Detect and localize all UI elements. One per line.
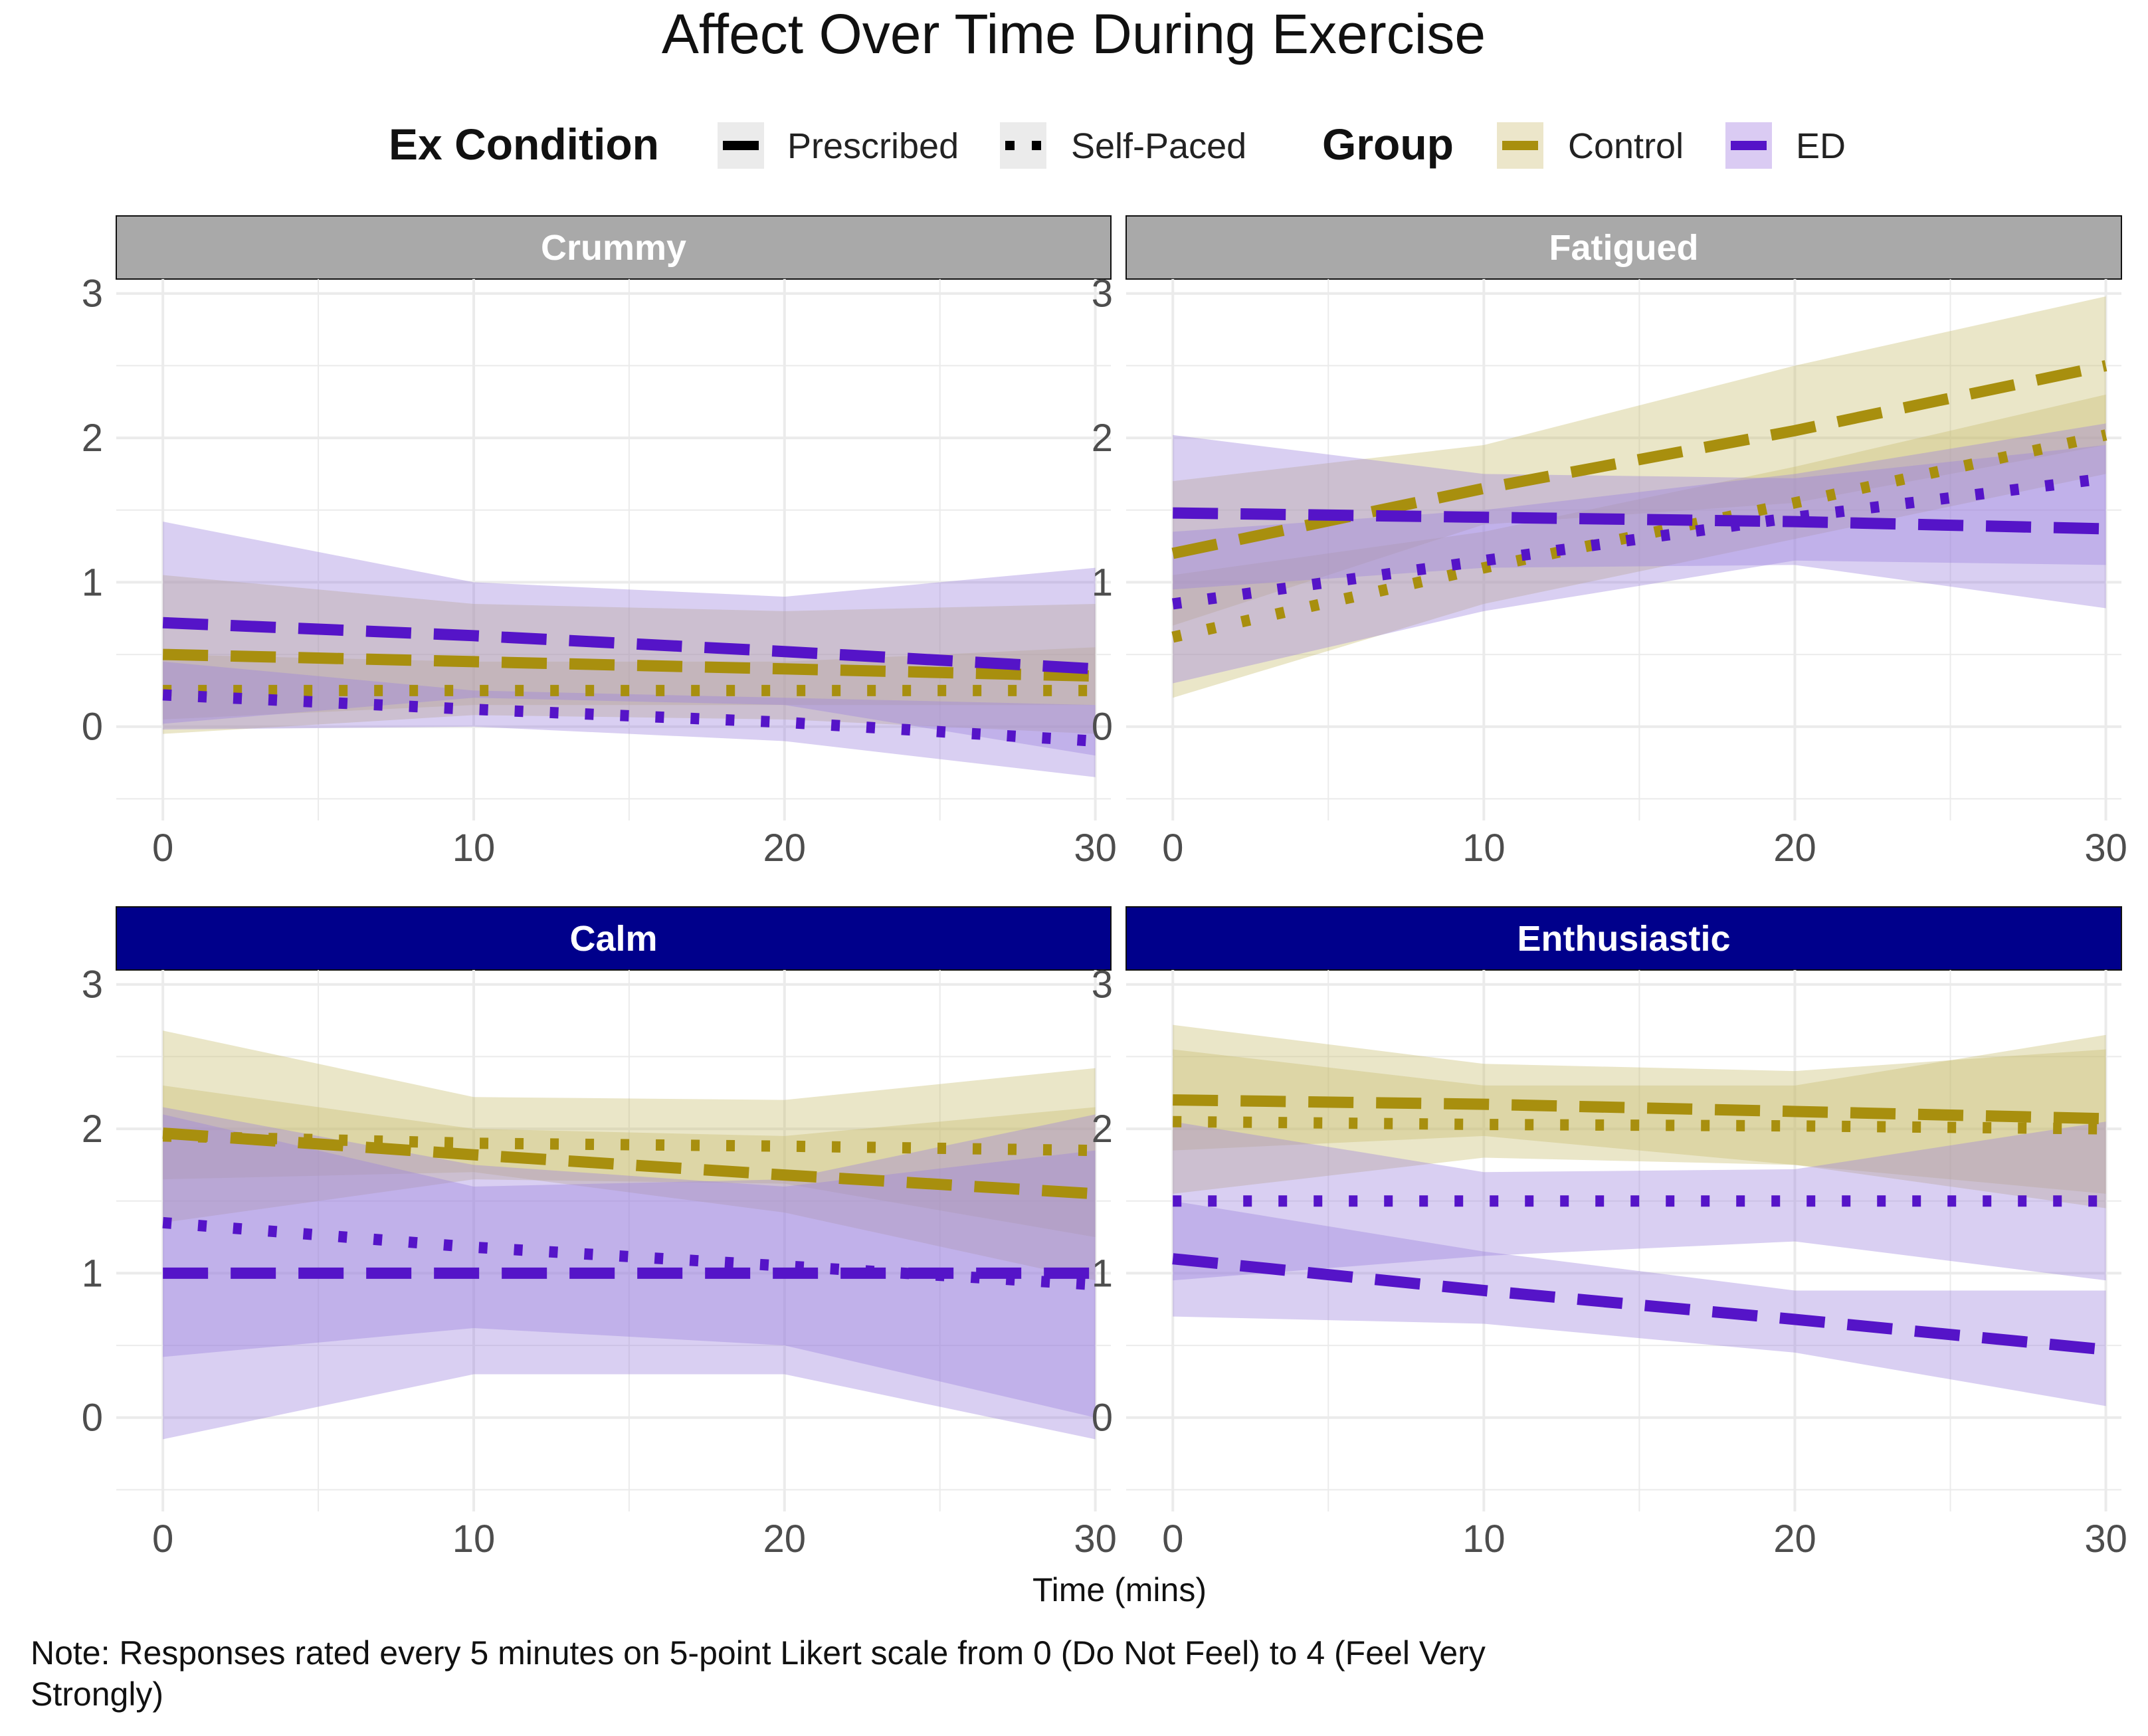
ribbon-control-prescribed: [163, 1085, 1096, 1281]
line-control-self-paced: [162, 1130, 1096, 1157]
legend-item-self-paced: Self-Paced: [1000, 122, 1246, 169]
y-tick-label: 3: [1092, 963, 1113, 1007]
legend-label-self-paced: Self-Paced: [1071, 126, 1246, 166]
lines-fatigued: [1171, 360, 2107, 643]
x-tick-label: 0: [1162, 1517, 1183, 1561]
x-tick-label: 20: [763, 826, 807, 870]
legend: Ex Condition Prescribed Self-Paced Group Con…: [389, 120, 1846, 169]
ribbon-control-self-paced: [1173, 1034, 2106, 1208]
ribbon-ed-self-paced: [163, 661, 1096, 777]
strip-label-enthusiastic: Enthusiastic: [1517, 919, 1730, 959]
y-tick-label: 3: [1092, 272, 1113, 316]
ribbon-ed-self-paced: [1173, 423, 2106, 684]
ribbon-control-self-paced: [1173, 394, 2106, 698]
ribbon-ed-prescribed: [163, 1114, 1096, 1440]
line-control-prescribed: [1171, 360, 2107, 559]
y-tick-label: 1: [82, 561, 103, 604]
strip-label-crummy: Crummy: [541, 228, 686, 268]
ribbon-ed-prescribed: [163, 522, 1096, 756]
legend-item-control: Control: [1497, 122, 1684, 169]
line-control-self-paced: [1173, 1115, 2106, 1135]
strip-enthusiastic: [1125, 906, 2122, 971]
legend-item-ed: ED: [1725, 122, 1846, 169]
y-tick-label: 0: [82, 1397, 103, 1440]
line-control-prescribed: [162, 1127, 1096, 1200]
legend-label-prescribed: Prescribed: [787, 126, 959, 166]
x-tick-label: 20: [1773, 1517, 1816, 1561]
x-tick-label: 20: [1773, 826, 1816, 870]
y-tick-label: 2: [1092, 1108, 1113, 1151]
strip-crummy: [116, 215, 1112, 280]
grid-calm: [116, 970, 1111, 1511]
legend-title-group: Group: [1322, 120, 1454, 169]
line-ed-prescribed: [1172, 1253, 2107, 1356]
x-tick-label: 0: [152, 826, 173, 870]
ribbons-enthusiastic: [1173, 1024, 2106, 1406]
strip-calm: [116, 906, 1112, 971]
y-tick-label: 1: [1092, 561, 1113, 604]
strip-label-calm: Calm: [569, 919, 657, 959]
ribbon-ed-prescribed: [1173, 434, 2106, 609]
lines-enthusiastic: [1172, 1094, 2107, 1356]
line-control-prescribed: [162, 648, 1096, 682]
y-tick-label: 2: [82, 1108, 103, 1151]
strip-label-fatigued: Fatigued: [1549, 228, 1699, 268]
legend-item-prescribed: Prescribed: [718, 122, 959, 169]
lines-crummy: [162, 617, 1096, 747]
ribbon-control-prescribed: [1173, 1024, 2106, 1194]
chart-title: Affect Over Time During Exercise: [662, 3, 1486, 65]
lines-calm: [162, 1127, 1096, 1291]
y-tick-label: 3: [82, 272, 103, 316]
y-tick-label: 0: [1092, 706, 1113, 749]
footnote-line-2: Strongly): [31, 1676, 163, 1713]
footnote-line-1: Note: Responses rated every 5 minutes on…: [31, 1634, 1486, 1672]
grid-fatigued: [1126, 279, 2121, 820]
x-tick-label: 30: [1074, 826, 1117, 870]
legend-title-condition: Ex Condition: [389, 120, 659, 169]
line-ed-prescribed: [1173, 507, 2106, 535]
line-ed-self-paced: [162, 689, 1096, 747]
footnote: Note: Responses rated every 5 minutes on…: [31, 1634, 1495, 1713]
line-control-prescribed: [1173, 1094, 2106, 1125]
legend-label-control: Control: [1568, 126, 1684, 166]
line-ed-self-paced: [162, 1216, 1096, 1291]
ribbon-control-self-paced: [163, 1030, 1096, 1238]
y-tick-label: 0: [82, 706, 103, 749]
y-tick-label: 3: [82, 963, 103, 1007]
x-axis-title: Time (mins): [1032, 1571, 1207, 1608]
y-tick-label: 0: [1092, 1397, 1113, 1440]
x-tick-label: 20: [763, 1517, 807, 1561]
x-tick-label: 30: [1074, 1517, 1117, 1561]
x-tick-label: 30: [2084, 826, 2127, 870]
strip-fatigued: [1125, 215, 2122, 280]
line-ed-prescribed: [162, 617, 1096, 675]
ribbon-control-prescribed: [163, 575, 1096, 720]
x-tick-label: 30: [2084, 1517, 2127, 1561]
y-tick-label: 1: [82, 1252, 103, 1295]
ribbon-ed-prescribed: [1173, 1201, 2106, 1406]
x-tick-label: 0: [1162, 826, 1183, 870]
x-tick-label: 10: [1462, 1517, 1506, 1561]
x-tick-label: 0: [152, 1517, 173, 1561]
x-tick-label: 10: [452, 826, 496, 870]
legend-label-ed: ED: [1796, 126, 1846, 166]
x-tick-label: 10: [1462, 826, 1506, 870]
x-tick-label: 10: [452, 1517, 496, 1561]
y-tick-label: 1: [1092, 1252, 1113, 1295]
ribbon-ed-self-paced: [1173, 1121, 2106, 1281]
y-tick-label: 2: [1092, 417, 1113, 460]
y-tick-label: 2: [82, 417, 103, 460]
